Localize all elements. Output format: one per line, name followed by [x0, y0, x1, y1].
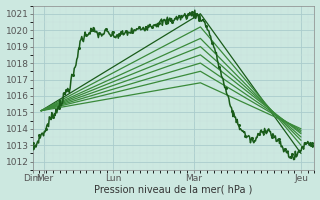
X-axis label: Pression niveau de la mer( hPa ): Pression niveau de la mer( hPa ) [94, 184, 253, 194]
